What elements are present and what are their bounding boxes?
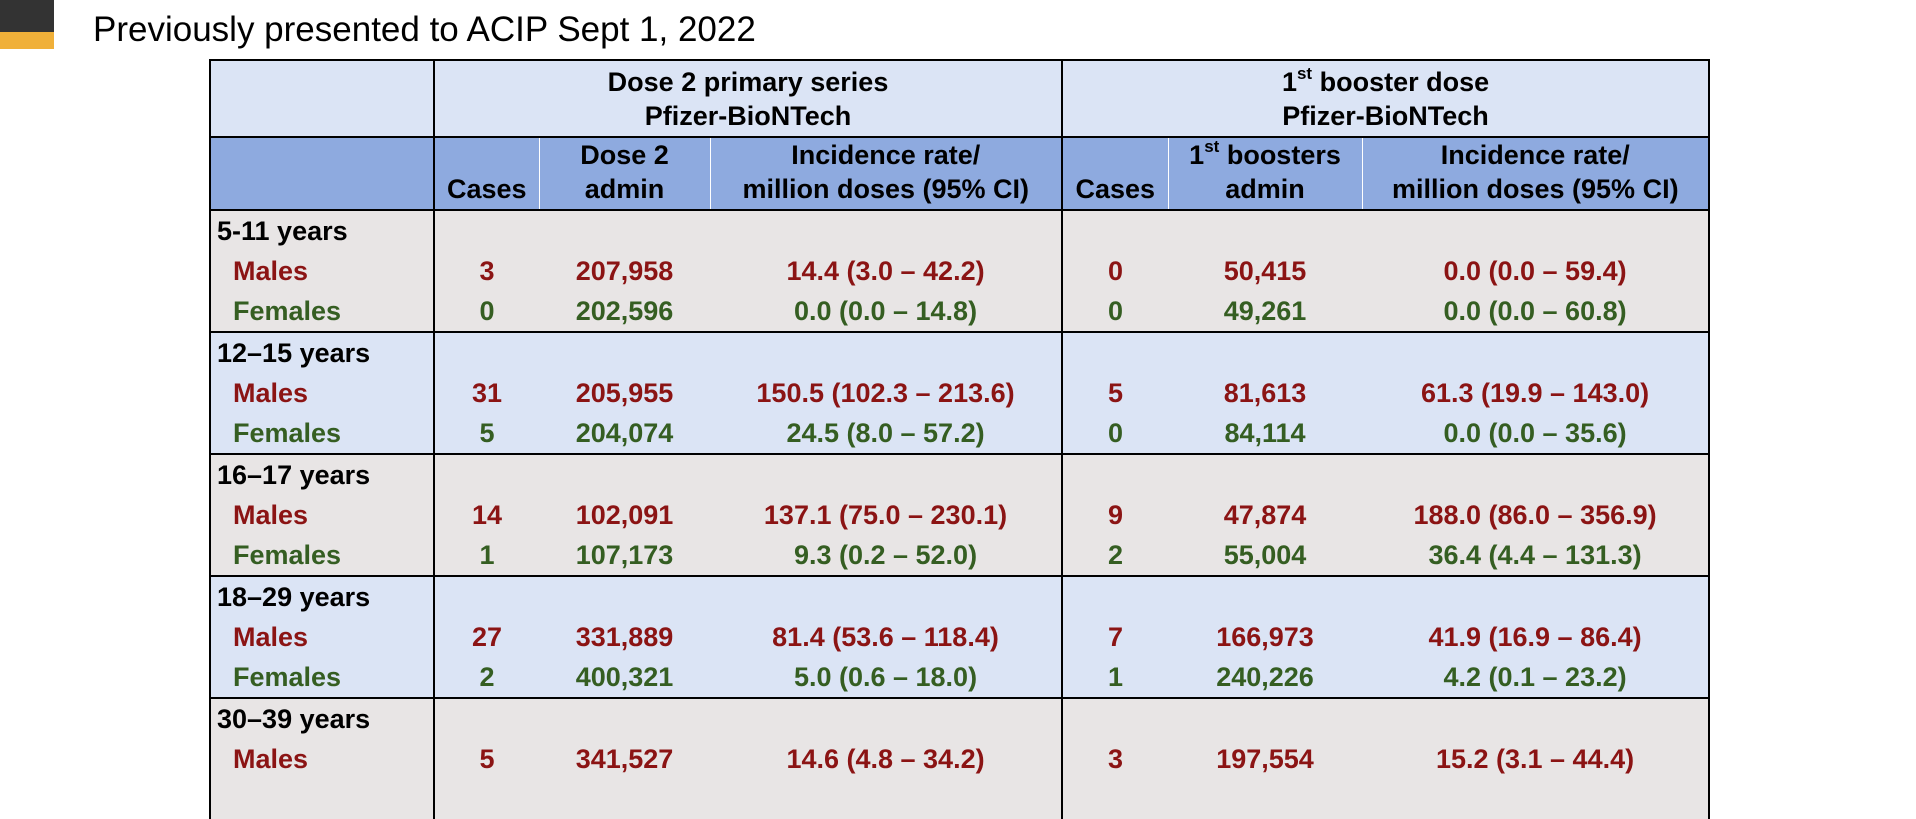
age-group-row: 30–39 years (209, 698, 1711, 739)
table-row: Females 2 400,321 5.0 (0.6 – 18.0) 1 240… (209, 657, 1711, 699)
age-group-row: 18–29 years (209, 576, 1711, 617)
col-header-booster-admin: 1st boosters admin (1167, 136, 1363, 211)
primary-series-header: Dose 2 primary series Pfizer-BioNTech (432, 59, 1064, 138)
age-group-label: 12–15 years (209, 332, 434, 373)
age-group-row: 5-11 years (209, 210, 1711, 251)
slide-accent-bar (0, 0, 54, 32)
table-row-partial (209, 779, 1711, 819)
table-row: Males 14 102,091 137.1 (75.0 – 230.1) 9 … (209, 495, 1711, 535)
group-header-row: Dose 2 primary series Pfizer-BioNTech 1s… (209, 59, 1711, 138)
col-header-booster-incidence-rate: Incidence rate/ million doses (95% CI) (1361, 136, 1711, 211)
sex-label: Females (209, 657, 434, 699)
sex-label: Males (209, 373, 434, 413)
table-row: Females 1 107,173 9.3 (0.2 – 52.0) 2 55,… (209, 535, 1711, 577)
age-group-label: 18–29 years (209, 576, 434, 617)
corner-cell-2 (209, 136, 434, 211)
booster-header-line2: Pfizer-BioNTech (1282, 100, 1489, 131)
table-row: Males 31 205,955 150.5 (102.3 – 213.6) 5… (209, 373, 1711, 413)
table-row: Males 3 207,958 14.4 (3.0 – 42.2) 0 50,4… (209, 251, 1711, 291)
sex-label: Males (209, 739, 434, 779)
table-row: Females 0 202,596 0.0 (0.0 – 14.8) 0 49,… (209, 291, 1711, 333)
col-header-booster-cases: Cases (1061, 136, 1169, 211)
table-row: Males 5 341,527 14.6 (4.8 – 34.2) 3 197,… (209, 739, 1711, 779)
col-header-cases: Cases (433, 136, 539, 211)
sex-label: Females (209, 413, 434, 455)
column-header-row: Cases Dose 2 admin Incidence rate/ milli… (209, 136, 1711, 211)
age-group-row: 16–17 years (209, 454, 1711, 495)
primary-header-line1: Dose 2 primary series (607, 66, 889, 97)
sex-label: Males (209, 251, 434, 291)
slide-accent-orange (0, 32, 54, 49)
booster-dose-header: 1st booster dose Pfizer-BioNTech (1061, 59, 1711, 138)
primary-header-line2: Pfizer-BioNTech (644, 100, 852, 131)
sex-label: Females (209, 291, 434, 333)
sex-label: Males (209, 617, 434, 657)
sex-label: Females (209, 535, 434, 577)
col-header-dose2-admin: Dose 2 admin (538, 136, 710, 211)
booster-header-line1: 1st booster dose (1281, 63, 1490, 97)
age-group-label: 5-11 years (209, 210, 434, 251)
age-group-label: 16–17 years (209, 454, 434, 495)
slide-subtitle: Previously presented to ACIP Sept 1, 202… (93, 10, 756, 49)
sex-label: Males (209, 495, 434, 535)
col-header-incidence-rate: Incidence rate/ million doses (95% CI) (709, 136, 1063, 211)
table-row: Males 27 331,889 81.4 (53.6 – 118.4) 7 1… (209, 617, 1711, 657)
myocarditis-incidence-table: Dose 2 primary series Pfizer-BioNTech 1s… (209, 59, 1711, 819)
corner-cell (209, 59, 435, 138)
age-group-row: 12–15 years (209, 332, 1711, 373)
table-row: Females 5 204,074 24.5 (8.0 – 57.2) 0 84… (209, 413, 1711, 455)
age-group-label: 30–39 years (209, 698, 434, 739)
